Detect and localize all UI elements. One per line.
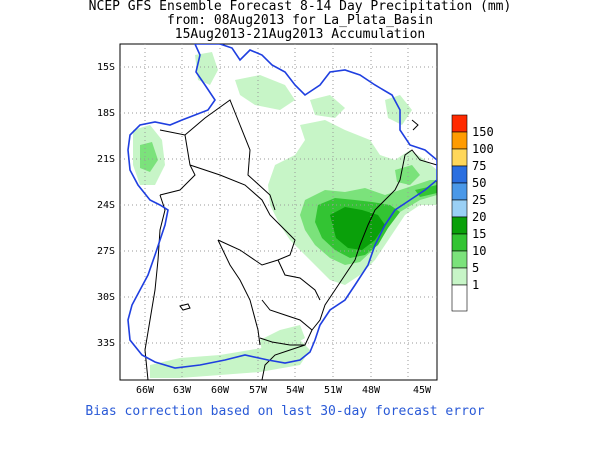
lon-label: 48W <box>362 385 381 396</box>
legend-label: 75 <box>472 159 486 173</box>
lon-label: 51W <box>324 385 343 396</box>
argentina-interior-border <box>217 239 261 346</box>
precip-area-1mm-upper <box>310 95 345 118</box>
legend-label: 100 <box>472 142 494 156</box>
title-line-3: 15Aug2013-21Aug2013 Accumulation <box>174 27 426 42</box>
legend-label: 20 <box>472 210 486 224</box>
legend-label: 150 <box>472 125 494 139</box>
rio-plata-coast <box>261 344 306 380</box>
lon-label: 54W <box>286 385 305 396</box>
precip-area-1mm-north <box>195 52 218 85</box>
gridlines <box>120 44 437 380</box>
legend-swatch <box>451 284 468 312</box>
legend-colorbar: 150 100 75 50 25 20 15 10 5 1 <box>451 114 494 312</box>
lat-label: 15S <box>97 62 115 73</box>
legend-label: 10 <box>472 244 486 258</box>
basin-outline <box>127 44 437 369</box>
title-line-2: from: 08Aug2013 for La_Plata_Basin <box>166 13 434 28</box>
paraguay-border <box>189 164 296 266</box>
title-line-1: NCEP GFS Ensemble Forecast 8-14 Day Prec… <box>88 0 512 14</box>
argentina-west-border <box>144 194 166 380</box>
lon-label: 66W <box>136 385 155 396</box>
legend-swatch <box>451 182 468 201</box>
bolivia-border <box>159 134 196 196</box>
legend-swatch <box>451 267 468 286</box>
lon-label: 60W <box>211 385 230 396</box>
map-frame <box>119 43 438 381</box>
lat-label: 21S <box>97 154 115 165</box>
lon-label: 57W <box>249 385 268 396</box>
precip-area-1mm-ne <box>385 95 412 125</box>
legend-swatch <box>451 250 468 269</box>
bias-correction-note: Bias correction based on last 30-day for… <box>85 404 485 419</box>
legend-swatch <box>451 165 468 184</box>
legend-swatch <box>451 148 468 167</box>
legend-label: 50 <box>472 176 486 190</box>
legend-swatch <box>451 199 468 218</box>
legend-label: 1 <box>472 278 479 292</box>
lat-label: 18S <box>97 108 115 119</box>
brazil-coast <box>311 149 437 331</box>
lat-labels: 15S 18S 21S 24S 27S 30S 33S <box>97 62 115 349</box>
lat-label: 24S <box>97 200 115 211</box>
lon-label: 63W <box>173 385 192 396</box>
precip-area-1mm-river <box>260 325 305 352</box>
coast-detail <box>411 119 419 131</box>
legend-label: 15 <box>472 227 486 241</box>
small-island <box>179 303 191 311</box>
precip-area-10mm-coast <box>415 185 437 197</box>
lat-label: 27S <box>97 246 115 257</box>
legend-swatch <box>451 233 468 252</box>
legend-label: 5 <box>472 261 479 275</box>
precip-area-5mm-ne <box>395 165 420 185</box>
argentina-brazil-border <box>277 259 321 301</box>
lat-label: 33S <box>97 338 115 349</box>
legend-label: 25 <box>472 193 486 207</box>
precipitation-shading <box>133 52 437 378</box>
country-borders <box>144 99 437 380</box>
legend-swatch <box>451 114 468 133</box>
precip-area-1mm-northcentral <box>235 75 295 110</box>
lon-labels: 66W 63W 60W 57W 54W 51W 48W 45W <box>136 385 432 396</box>
legend-swatch <box>451 131 468 150</box>
lon-label: 45W <box>413 385 432 396</box>
bolivia-paraguay-border <box>159 99 276 211</box>
legend-swatch <box>451 216 468 235</box>
lat-label: 30S <box>97 292 115 303</box>
